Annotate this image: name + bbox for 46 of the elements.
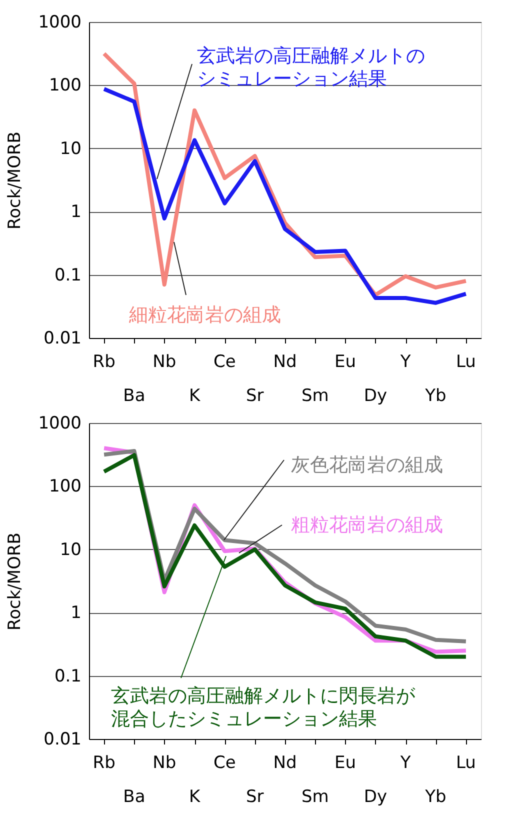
text: 灰色花崗岩の組成 — [291, 454, 443, 476]
line-series — [102, 87, 468, 305]
text: 細粒花崗岩の組成 — [128, 304, 281, 326]
x-tick-label: Lu — [456, 753, 476, 773]
x-tick-label: Yb — [424, 787, 446, 807]
x-tick-label: Rb — [92, 753, 116, 773]
x-tick-label: Sr — [246, 386, 264, 406]
x-tick-label: Rb — [92, 352, 116, 372]
x-tick-label: Sm — [301, 787, 329, 807]
x-tick-label: Lu — [456, 352, 476, 372]
y-tick-label: 1000 — [38, 12, 82, 32]
y-tick-label: 100 — [49, 476, 82, 497]
x-tick-label: Nd — [273, 352, 297, 372]
x-tick-label: Sm — [301, 386, 329, 406]
x-tick-label: Sr — [246, 787, 264, 807]
x-tick-label: Dy — [364, 386, 388, 406]
y-tick-label: 0.01 — [44, 730, 82, 750]
x-tick-label: Yb — [424, 386, 446, 406]
series-label: 玄武岩の高圧融解メルトに閃長岩が混合したシミュレーション結果 — [111, 685, 416, 730]
x-tick-label: Ce — [214, 352, 236, 372]
x-tick-label: Ba — [123, 386, 146, 406]
x-tick-label: Nb — [152, 352, 176, 372]
x-tick-label: Nd — [273, 753, 297, 773]
y-tick-label: 10 — [60, 138, 82, 159]
y-tick-label: 0.1 — [54, 265, 82, 286]
x-tick-label: Dy — [364, 787, 388, 807]
x-tick-label: Ce — [214, 753, 236, 773]
y-axis-title: Rock/MORB — [5, 132, 26, 230]
y-tick-label: 1 — [70, 603, 82, 624]
y-tick-label: 1 — [70, 202, 82, 222]
y-tick-label: 1000 — [38, 414, 82, 434]
x-tick-label: Eu — [334, 352, 356, 372]
y-tick-label: 10 — [60, 540, 82, 560]
x-tick-label: Y — [399, 753, 412, 773]
x-tick-label: K — [188, 787, 201, 807]
series-label: 粗粒花崗岩の組成 — [291, 514, 443, 536]
y-tick-label: 0.01 — [44, 328, 82, 348]
x-tick-label: Y — [399, 352, 412, 372]
x-tick-label: Nb — [152, 753, 176, 773]
y-tick-label: 0.1 — [54, 666, 82, 686]
x-tick-label: Eu — [334, 753, 356, 773]
y-axis-title: Rock/MORB — [5, 532, 26, 630]
y-tick-label: 100 — [49, 76, 82, 96]
x-tick-label: Ba — [123, 787, 146, 807]
x-tick-label: K — [188, 386, 201, 406]
text: 玄武岩の高圧融解メルトのシミュレーション結果 — [197, 45, 425, 90]
